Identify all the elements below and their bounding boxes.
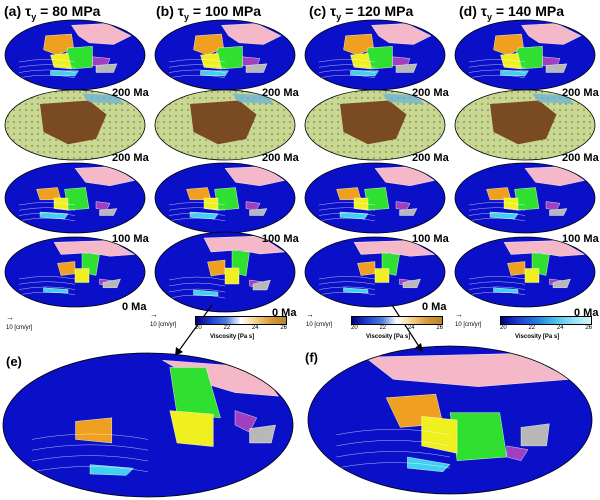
- legend-b: → 10 [cm/yr] 20 22 24 26 Viscosity [Pa s]: [150, 310, 290, 350]
- map-c2: [304, 89, 446, 161]
- zoom-arrows: [175, 304, 423, 356]
- map-a2: [4, 89, 146, 161]
- age-label-b2: 200 Ma: [262, 152, 299, 164]
- legend-a: → 10 [cm/yr]: [6, 313, 146, 354]
- map-a4: [4, 236, 146, 308]
- map-d4: [454, 236, 596, 308]
- velocity-arrow-icon: →: [150, 310, 158, 319]
- colorbar-caption: Viscosity [Pa s]: [515, 334, 560, 340]
- colorbar-caption: Viscosity [Pa s]: [366, 334, 411, 340]
- viscosity-colorbar: [500, 316, 592, 325]
- column-title-d: (d) τy = 140 MPa: [459, 3, 565, 22]
- age-label-c2: 200 Ma: [412, 152, 449, 164]
- column-title-b: (b) τy = 100 MPa: [156, 3, 262, 22]
- velocity-scale: 10 [cm/yr]: [306, 322, 333, 328]
- viscosity-colorbar: [195, 316, 287, 325]
- map-d1: [454, 19, 596, 91]
- age-label-c3: 100 Ma: [412, 233, 449, 245]
- age-label-a2: 200 Ma: [112, 152, 149, 164]
- map-a1: [4, 19, 146, 91]
- velocity-arrow-icon: →: [6, 313, 14, 322]
- map-c1: [304, 19, 446, 91]
- map-b3: [154, 162, 296, 234]
- map-d2: [454, 89, 596, 161]
- age-label-a4: 0 Ma: [122, 301, 147, 313]
- map-e: [2, 352, 294, 498]
- legend-d: → 10 [cm/yr] 20 22 24 26 Viscosity [Pa s]: [455, 310, 595, 350]
- viscosity-colorbar: [351, 316, 443, 325]
- map-b4: [154, 231, 296, 313]
- age-label-d1: 200 Ma: [562, 87, 599, 99]
- map-c4: [304, 236, 446, 308]
- age-label-a3: 100 Ma: [112, 233, 149, 245]
- age-label-b1: 200 Ma: [262, 87, 299, 99]
- age-label-c1: 200 Ma: [412, 87, 449, 99]
- colorbar-caption: Viscosity [Pa s]: [210, 334, 255, 340]
- colorbar-ticks: 20 22 24 26: [351, 325, 443, 331]
- velocity-arrow-icon: →: [306, 310, 314, 319]
- map-c3: [304, 162, 446, 234]
- velocity-scale: 10 [cm/yr]: [6, 325, 33, 331]
- map-d3: [454, 162, 596, 234]
- age-label-d2: 200 Ma: [562, 152, 599, 164]
- velocity-arrow-icon: →: [455, 310, 463, 319]
- column-title-c: (c) τy = 120 MPa: [309, 3, 414, 22]
- legend-c: → 10 [cm/yr] 20 22 24 26 Viscosity [Pa s]: [306, 310, 446, 350]
- panel-label-f: (f): [305, 350, 318, 365]
- panel-label-e: (e): [6, 354, 22, 369]
- map-b2: [154, 89, 296, 161]
- age-label-b3: 100 Ma: [262, 233, 299, 245]
- colorbar-ticks: 20 22 24 26: [195, 325, 287, 331]
- colorbar-ticks: 20 22 24 26: [500, 325, 592, 331]
- age-label-a1: 200 Ma: [112, 87, 149, 99]
- map-b1: [154, 19, 296, 91]
- velocity-scale: 10 [cm/yr]: [455, 322, 482, 328]
- velocity-scale: 10 [cm/yr]: [150, 322, 177, 328]
- age-label-c4: 0 Ma: [422, 301, 447, 313]
- column-title-a: (a) τy = 80 MPa: [4, 3, 101, 22]
- map-f: [307, 345, 593, 495]
- age-label-d3: 100 Ma: [562, 233, 599, 245]
- map-a3: [4, 162, 146, 234]
